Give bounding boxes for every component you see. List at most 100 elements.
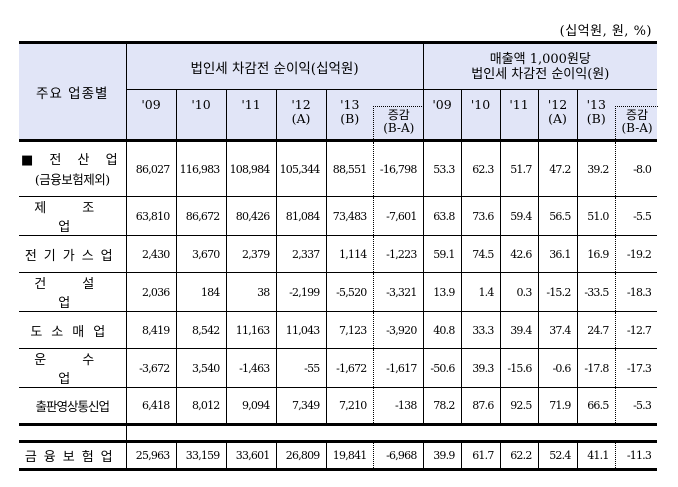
per1000-cell: 1.4 [460, 272, 501, 312]
per1000-cell: 39.2 [576, 140, 616, 197]
per1000-cell: 13.9 [422, 272, 462, 312]
per1000-cell: 92.5 [499, 387, 539, 426]
profit-change-cell: -6,968 [372, 441, 424, 471]
profit-change-cell: -7,601 [372, 196, 424, 236]
table-row: ■ 전 산 업 (금융보험제외) 86,027 116,983 108,984 1… [19, 140, 658, 197]
row-label-header: 주요 업종별 [19, 41, 126, 142]
table-row: 건 설 업 2,036 184 38 -2,199 -5,520 -3,321 … [19, 272, 658, 312]
profit-cell: -55 [275, 348, 326, 388]
year-header: '13 (B) [325, 89, 373, 142]
year-header: '13 (B) [576, 89, 616, 142]
profit-cell: 8,419 [125, 311, 176, 349]
per1000-cell: 66.5 [576, 387, 616, 426]
table-row: 도소매업 8,419 8,542 11,163 11,043 7,123 -3,… [19, 311, 658, 349]
profit-change-cell: -1,223 [372, 235, 424, 273]
per1000-cell: 47.2 [537, 140, 578, 197]
per1000-cell: -33.5 [576, 272, 616, 312]
per1000-cell: 62.3 [460, 140, 501, 197]
per1000-cell: -50.6 [422, 348, 462, 388]
profit-cell: 8,012 [175, 387, 226, 426]
profit-cell: 86,672 [175, 196, 226, 236]
per1000-cell: 36.1 [537, 235, 578, 273]
profit-cell: 25,963 [125, 441, 176, 471]
profit-change-cell: -1,617 [372, 348, 424, 388]
profit-cell: 33,159 [175, 441, 226, 471]
year-header: '12 (A) [275, 89, 326, 142]
profit-cell: 6,418 [125, 387, 176, 426]
profit-cell: 116,983 [175, 140, 226, 197]
change-header: 증감 (B-A) [373, 89, 424, 142]
profit-cell: 2,379 [225, 235, 276, 273]
per1000-change-cell: -17.3 [614, 348, 658, 388]
year-header: '12 (A) [537, 89, 578, 142]
per1000-cell: 61.7 [460, 441, 501, 471]
unit-note: (십억원, 원, %) [559, 24, 652, 39]
year-header: '11 [499, 89, 539, 142]
profit-cell: 73,483 [325, 196, 373, 236]
per1000-cell: 53.3 [422, 140, 462, 197]
profit-cell: -5,520 [325, 272, 373, 312]
per1000-cell: 51.7 [499, 140, 539, 197]
profit-cell: 38 [225, 272, 276, 312]
profit-change-cell: -138 [372, 387, 424, 426]
per1000-cell: 73.6 [460, 196, 501, 236]
per1000-cell: 39.3 [460, 348, 501, 388]
profit-cell: 19,841 [325, 441, 373, 471]
per1000-change-cell: -18.3 [614, 272, 658, 312]
table-row-finance: 금융보험업 25,963 33,159 33,601 26,809 19,841… [19, 441, 658, 471]
per1000-cell: -15.2 [537, 272, 578, 312]
per1000-cell: 71.9 [537, 387, 578, 426]
year-header: '09 [125, 89, 176, 142]
profit-cell: 9,094 [225, 387, 276, 426]
profit-cell: 63,810 [125, 196, 176, 236]
spacer-row [19, 424, 658, 443]
profit-cell: -1,672 [325, 348, 373, 388]
per1000-cell: 40.8 [422, 311, 462, 349]
per1000-cell: 78.2 [422, 387, 462, 426]
table-row: 전기가스업 2,430 3,670 2,379 2,337 1,114 -1,2… [19, 235, 658, 273]
industry-label: 출판영상통신업 [19, 387, 126, 426]
year-header: '11 [225, 89, 276, 142]
per1000-cell: 74.5 [460, 235, 501, 273]
industry-label: ■ 전 산 업 (금융보험제외) [19, 140, 126, 197]
per1000-cell: -15.6 [499, 348, 539, 388]
industry-label: 도소매업 [19, 311, 126, 349]
profit-cell: -2,199 [275, 272, 326, 312]
profit-cell: 8,542 [175, 311, 226, 349]
profit-table: 주요 업종별 법인세 차감전 순이익(십억원) 매출액 1,000원당 법인세 … [19, 41, 659, 471]
per1000-cell: 37.4 [537, 311, 578, 349]
industry-label: 운 수 업 [19, 348, 126, 388]
per1000-cell: 39.9 [422, 441, 462, 471]
per1000-cell: -0.6 [537, 348, 578, 388]
group2-header-line1: 매출액 1,000원당 [489, 51, 591, 67]
per1000-cell: 33.3 [460, 311, 501, 349]
per1000-cell: 63.8 [422, 196, 462, 236]
profit-change-cell: -16,798 [372, 140, 424, 197]
per1000-change-cell: -8.0 [614, 140, 658, 197]
profit-cell: 2,430 [125, 235, 176, 273]
per1000-cell: 41.1 [576, 441, 616, 471]
profit-cell: 1,114 [325, 235, 373, 273]
per1000-change-cell: -12.7 [614, 311, 658, 349]
per1000-cell: 87.6 [460, 387, 501, 426]
per1000-cell: 24.7 [576, 311, 616, 349]
per1000-change-cell: -19.2 [614, 235, 658, 273]
table-row: 출판영상통신업 6,418 8,012 9,094 7,349 7,210 -1… [19, 387, 658, 426]
profit-cell: 2,036 [125, 272, 176, 312]
per1000-cell: 62.2 [499, 441, 539, 471]
profit-change-cell: -3,920 [372, 311, 424, 349]
per1000-cell: 51.0 [576, 196, 616, 236]
profit-cell: 86,027 [125, 140, 176, 197]
profit-cell: 11,043 [275, 311, 326, 349]
per1000-cell: 42.6 [499, 235, 539, 273]
per1000-change-cell: -5.5 [614, 196, 658, 236]
year-header: '10 [460, 89, 501, 142]
profit-cell: 3,540 [175, 348, 226, 388]
profit-cell: 81,084 [275, 196, 326, 236]
per1000-cell: 16.9 [576, 235, 616, 273]
year-header: '09 [422, 89, 462, 142]
profit-cell: -3,672 [125, 348, 176, 388]
industry-label: 전기가스업 [19, 235, 126, 273]
profit-cell: 7,349 [275, 387, 326, 426]
industry-label: 금융보험업 [19, 441, 126, 471]
